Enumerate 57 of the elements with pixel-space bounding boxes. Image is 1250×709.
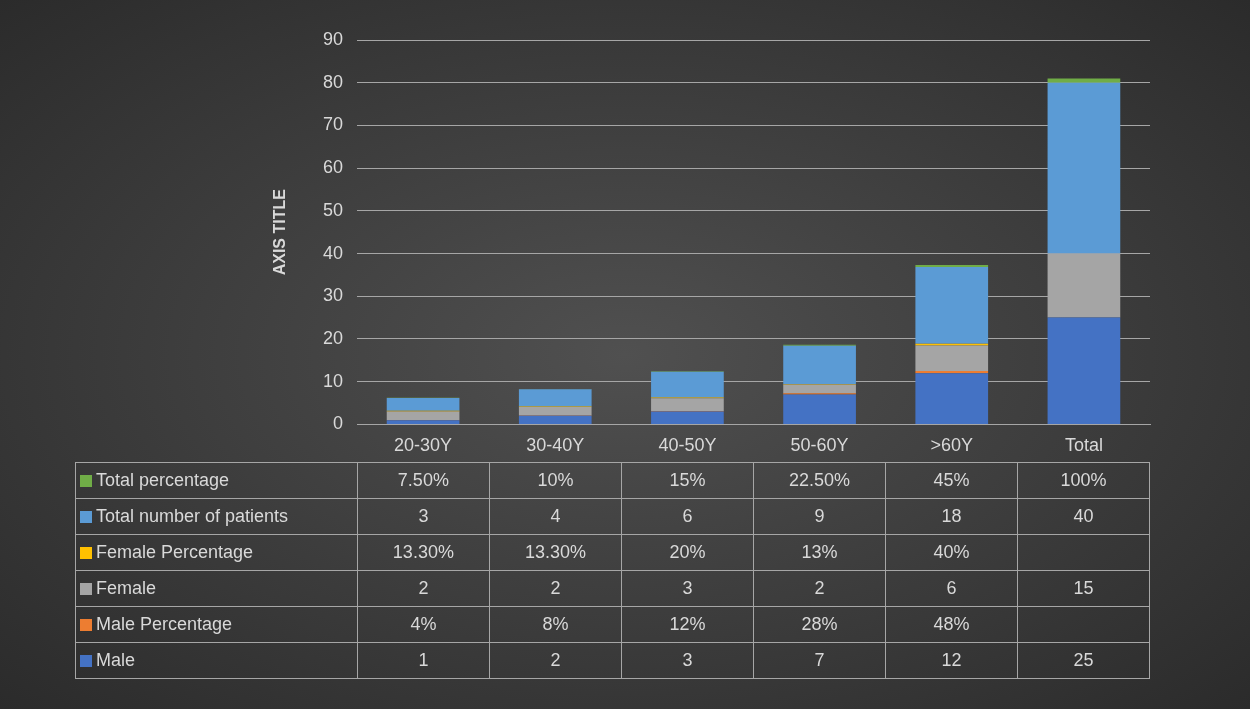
- data-label: 13.30%: [357, 534, 490, 571]
- data-label: 8%: [489, 606, 622, 643]
- x-tick-label: 50-60Y: [790, 435, 849, 456]
- data-label: 15: [1017, 570, 1150, 607]
- data-label: 20%: [621, 534, 754, 571]
- data-label: 1: [357, 642, 490, 679]
- data-label: 3: [621, 642, 754, 679]
- x-tick-label: 20-30Y: [394, 435, 453, 456]
- y-tick-label: 0: [332, 413, 343, 434]
- x-tick-label: 30-40Y: [526, 435, 585, 456]
- data-label: 12%: [621, 606, 754, 643]
- y-tick-label: 20: [322, 327, 343, 348]
- x-tick-label: Total: [1064, 435, 1103, 456]
- x-tick-label: 40-50Y: [658, 435, 717, 456]
- data-label: 13%: [753, 534, 886, 571]
- legend-label: Female Percentage: [75, 534, 358, 571]
- data-label: 45%: [885, 462, 1018, 499]
- y-tick-label: 30: [322, 285, 343, 306]
- legend-label: Total number of patients: [75, 498, 358, 535]
- data-label: 3: [621, 570, 754, 607]
- data-label: 7.50%: [357, 462, 490, 499]
- data-label: 12: [885, 642, 1018, 679]
- data-label: 9: [753, 498, 886, 535]
- data-label: 13.30%: [489, 534, 622, 571]
- data-label: 40: [1017, 498, 1150, 535]
- data-label: 2: [753, 570, 886, 607]
- data-label: 2: [489, 570, 622, 607]
- legend-label: Female: [75, 570, 358, 607]
- data-label: 10%: [489, 462, 622, 499]
- data-label: 2: [489, 642, 622, 679]
- y-tick-label: 80: [322, 71, 343, 92]
- legend-label: Male: [75, 642, 358, 679]
- data-label: 4: [489, 498, 622, 535]
- data-label: 48%: [885, 606, 1018, 643]
- data-label: 18: [885, 498, 1018, 535]
- y-tick-label: 70: [322, 114, 343, 135]
- y-axis-title: AXIS TITLE: [271, 188, 289, 276]
- x-tick-label: >60Y: [930, 435, 974, 456]
- data-label: 3: [357, 498, 490, 535]
- data-label: 6: [885, 570, 1018, 607]
- y-tick-label: 10: [322, 370, 343, 391]
- y-tick-label: 60: [322, 157, 343, 178]
- data-label: 100%: [1017, 462, 1150, 499]
- data-label: 25: [1017, 642, 1150, 679]
- data-label: 7: [753, 642, 886, 679]
- data-label: 40%: [885, 534, 1018, 571]
- data-label: 28%: [753, 606, 886, 643]
- data-label: 22.50%: [753, 462, 886, 499]
- data-label: 4%: [357, 606, 490, 643]
- legend-label: Total percentage: [75, 462, 358, 499]
- data-label: 15%: [621, 462, 754, 499]
- data-label: 2: [357, 570, 490, 607]
- y-tick-label: 40: [322, 242, 343, 263]
- data-label: 6: [621, 498, 754, 535]
- y-tick-label: 50: [322, 199, 343, 220]
- y-tick-label: 90: [322, 28, 343, 49]
- legend-label: Male Percentage: [75, 606, 358, 643]
